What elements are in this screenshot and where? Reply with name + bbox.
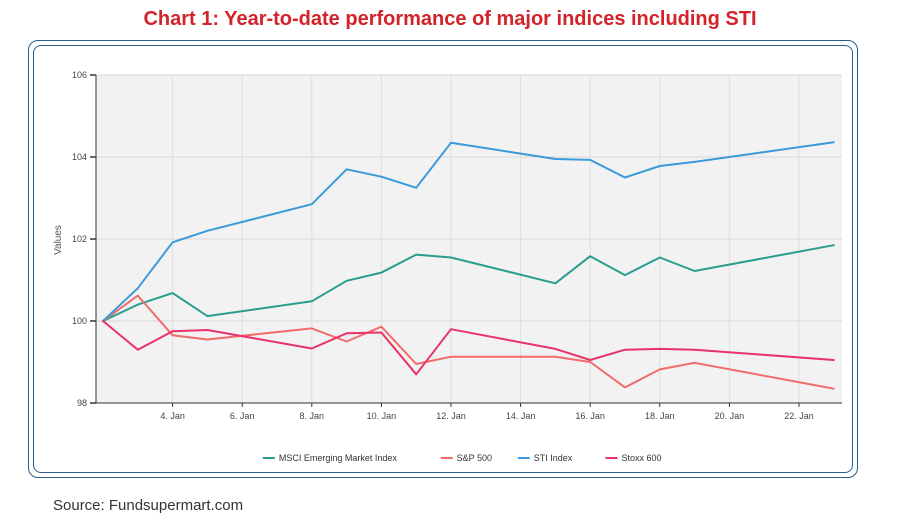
series-lines xyxy=(102,141,835,390)
y-tick-label: 100 xyxy=(72,316,87,326)
legend-entry: STI Index xyxy=(534,453,573,463)
series-line-3 xyxy=(102,141,835,322)
y-tick-label: 106 xyxy=(72,70,87,80)
series-line-1 xyxy=(102,244,835,322)
x-tick-label: 8. Jan xyxy=(300,411,325,421)
x-tick-label: 20. Jan xyxy=(715,411,745,421)
chart-frame-inner xyxy=(33,45,853,473)
y-axis-label: Values xyxy=(53,225,64,255)
x-tick-label: 10. Jan xyxy=(367,411,397,421)
grid-lines xyxy=(96,74,842,404)
x-tick-label: 22. Jan xyxy=(784,411,814,421)
legend-entry: Stoxx 600 xyxy=(621,453,661,463)
x-tick-label: 14. Jan xyxy=(506,411,536,421)
y-axis: 98 100 102 104 106 xyxy=(72,70,97,408)
x-tick-label: 4. Jan xyxy=(160,411,185,421)
legend-entry: S&P 500 xyxy=(457,453,492,463)
y-tick-label: 98 xyxy=(77,398,87,408)
x-tick-label: 6. Jan xyxy=(230,411,255,421)
x-tick-label: 12. Jan xyxy=(436,411,466,421)
x-tick-label: 16. Jan xyxy=(575,411,605,421)
chart-title: Chart 1: Year-to-date performance of maj… xyxy=(143,8,757,30)
chart-frame xyxy=(28,40,858,478)
legend-entry: MSCI Emerging Market Index xyxy=(279,453,398,463)
y-tick-label: 102 xyxy=(72,234,87,244)
x-axis: 4. Jan 6. Jan 8. Jan 10. Jan 12. Jan 14. Jan 1… xyxy=(96,402,842,421)
y-tick-label: 104 xyxy=(72,152,87,162)
series-line-2 xyxy=(102,294,835,390)
source-note: Source: Fundsupermart.com xyxy=(53,497,244,514)
x-tick-label: 18. Jan xyxy=(645,411,675,421)
legend: MSCI Emerging Market Index S&P 500 STI Ind… xyxy=(262,453,661,463)
series-line-4 xyxy=(102,320,835,376)
